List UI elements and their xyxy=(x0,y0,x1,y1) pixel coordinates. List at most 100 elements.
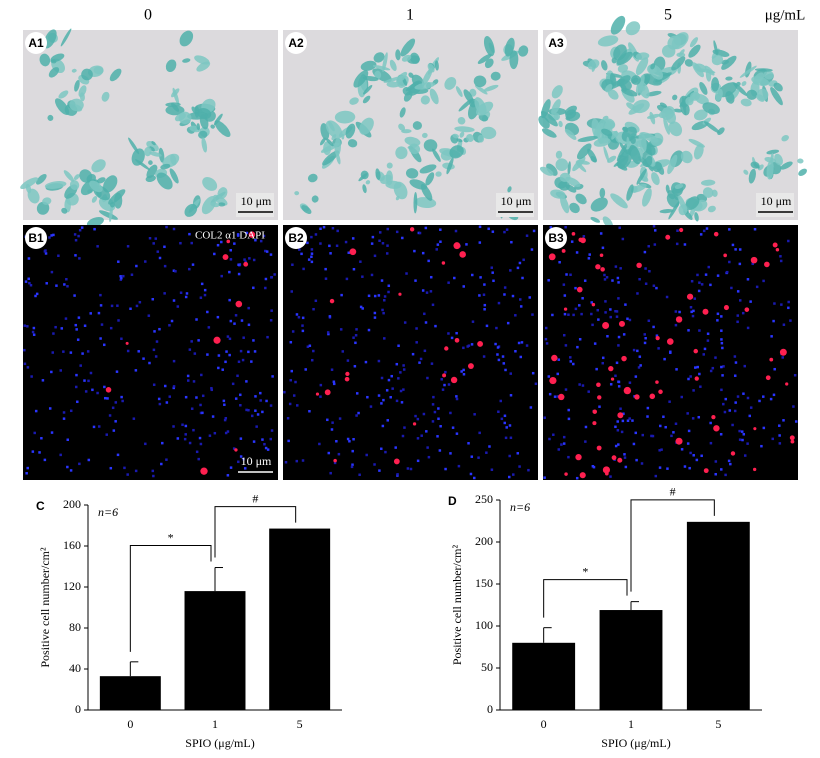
nucleus xyxy=(495,326,498,330)
annotation: n=6 xyxy=(510,500,530,514)
x-tick-label: 5 xyxy=(297,717,303,731)
cell-stain xyxy=(217,187,228,200)
cell-stain xyxy=(551,99,561,115)
cell-stain xyxy=(458,98,473,112)
col2-signal xyxy=(636,262,642,269)
nucleus xyxy=(544,337,548,341)
nucleus xyxy=(598,405,601,408)
nucleus xyxy=(81,352,84,355)
nucleus xyxy=(666,467,669,470)
nucleus xyxy=(723,410,727,414)
cell-stain xyxy=(58,90,69,99)
nucleus xyxy=(716,274,720,277)
cell-stain xyxy=(372,65,391,71)
nucleus xyxy=(562,333,566,337)
nucleus xyxy=(269,404,273,407)
col2-signal xyxy=(412,422,417,426)
nucleus xyxy=(329,471,332,475)
nucleus xyxy=(639,364,642,367)
cell-stain xyxy=(165,105,185,116)
cell-stain xyxy=(703,121,721,134)
nucleus xyxy=(575,251,579,254)
cell-stain xyxy=(427,63,435,73)
nucleus xyxy=(511,294,515,298)
nucleus xyxy=(580,312,583,316)
cell-stain xyxy=(457,117,466,125)
cell-stain xyxy=(47,114,54,121)
nucleus xyxy=(738,429,741,433)
nucleus xyxy=(254,395,257,398)
nucleus xyxy=(617,281,620,284)
cell-stain xyxy=(334,110,356,124)
nucleus xyxy=(455,397,459,401)
nucleus xyxy=(733,374,737,377)
nucleus xyxy=(714,472,717,476)
nucleus xyxy=(347,251,350,254)
nucleus xyxy=(590,301,593,304)
nucleus xyxy=(130,273,134,276)
nucleus xyxy=(678,310,681,314)
nucleus xyxy=(351,237,355,240)
cell-stain xyxy=(739,65,757,78)
nucleus xyxy=(746,326,750,330)
nucleus xyxy=(364,360,368,364)
cell-stain xyxy=(671,56,686,71)
col2-signal xyxy=(324,389,331,396)
nucleus xyxy=(624,303,627,306)
nucleus xyxy=(415,327,418,330)
nucleus xyxy=(324,267,327,271)
nucleus xyxy=(512,473,515,476)
cell-stain xyxy=(409,52,420,64)
cell-stain xyxy=(597,35,619,47)
cell-stain xyxy=(210,124,215,129)
cell-stain xyxy=(423,139,438,152)
nucleus xyxy=(738,299,742,302)
nucleus xyxy=(23,348,26,352)
cell-stain xyxy=(69,98,84,112)
nucleus xyxy=(421,251,425,255)
cell-stain xyxy=(564,128,577,140)
col2-signal xyxy=(548,253,556,261)
nucleus xyxy=(152,383,156,387)
nucleus xyxy=(507,475,511,479)
cell-stain xyxy=(201,137,208,153)
nucleus xyxy=(50,370,53,374)
cell-stain xyxy=(419,164,437,174)
nucleus xyxy=(255,425,258,428)
nucleus xyxy=(328,315,332,318)
nucleus xyxy=(743,454,747,457)
nucleus xyxy=(581,297,584,300)
nucleus xyxy=(120,337,123,341)
cell-stain xyxy=(507,186,512,193)
nucleus xyxy=(687,429,691,433)
scale-label: 10 μm xyxy=(501,194,532,208)
nucleus xyxy=(152,474,155,478)
nucleus xyxy=(574,286,577,290)
nucleus xyxy=(693,297,697,300)
nucleus xyxy=(527,468,530,472)
nucleus xyxy=(707,265,711,269)
nucleus xyxy=(501,355,505,358)
nucleus xyxy=(488,445,491,448)
nucleus xyxy=(203,288,207,292)
cell-stain xyxy=(331,134,337,140)
nucleus xyxy=(696,365,699,369)
nucleus xyxy=(35,292,39,296)
cell-stain xyxy=(135,159,151,171)
nucleus xyxy=(109,466,113,470)
col2-signal xyxy=(329,298,335,304)
nucleus xyxy=(490,468,494,471)
col2-signal xyxy=(775,248,780,252)
nucleus xyxy=(519,355,523,359)
significance-label: # xyxy=(252,491,258,505)
cell-stain xyxy=(746,89,758,100)
col2-signal xyxy=(666,338,674,345)
nucleus xyxy=(655,286,658,290)
cell-stain xyxy=(678,204,688,216)
nucleus xyxy=(308,409,311,413)
panel-label: D xyxy=(448,494,457,508)
nucleus xyxy=(54,325,57,329)
nucleus xyxy=(441,388,445,391)
nucleus xyxy=(389,395,392,399)
